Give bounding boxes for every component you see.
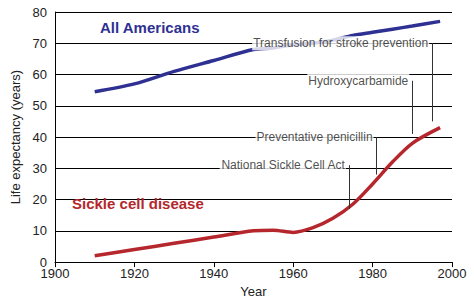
svg-text:Preventative penicillin: Preventative penicillin xyxy=(257,130,373,144)
svg-text:70: 70 xyxy=(33,36,47,51)
svg-text:All Americans: All Americans xyxy=(100,19,200,36)
svg-text:Transfusion for stroke prevent: Transfusion for stroke prevention xyxy=(253,36,428,50)
svg-text:10: 10 xyxy=(33,223,47,238)
svg-text:Life expectancy (years): Life expectancy (years) xyxy=(8,70,23,204)
svg-text:Hydroxycarbamide: Hydroxycarbamide xyxy=(308,74,408,88)
svg-text:Sickle cell disease: Sickle cell disease xyxy=(72,195,204,212)
svg-text:80: 80 xyxy=(33,5,47,20)
svg-text:1980: 1980 xyxy=(358,266,387,281)
svg-text:Year: Year xyxy=(240,284,267,299)
svg-text:2000: 2000 xyxy=(438,266,467,281)
svg-text:1920: 1920 xyxy=(120,266,149,281)
svg-text:50: 50 xyxy=(33,98,47,113)
svg-text:1900: 1900 xyxy=(41,266,70,281)
svg-text:1960: 1960 xyxy=(279,266,308,281)
svg-text:0: 0 xyxy=(39,254,47,270)
svg-text:30: 30 xyxy=(33,161,47,176)
svg-text:1940: 1940 xyxy=(199,266,228,281)
svg-text:40: 40 xyxy=(33,130,47,145)
svg-text:National Sickle Cell Act: National Sickle Cell Act xyxy=(221,158,345,172)
svg-text:60: 60 xyxy=(33,67,47,82)
svg-text:20: 20 xyxy=(33,192,47,207)
